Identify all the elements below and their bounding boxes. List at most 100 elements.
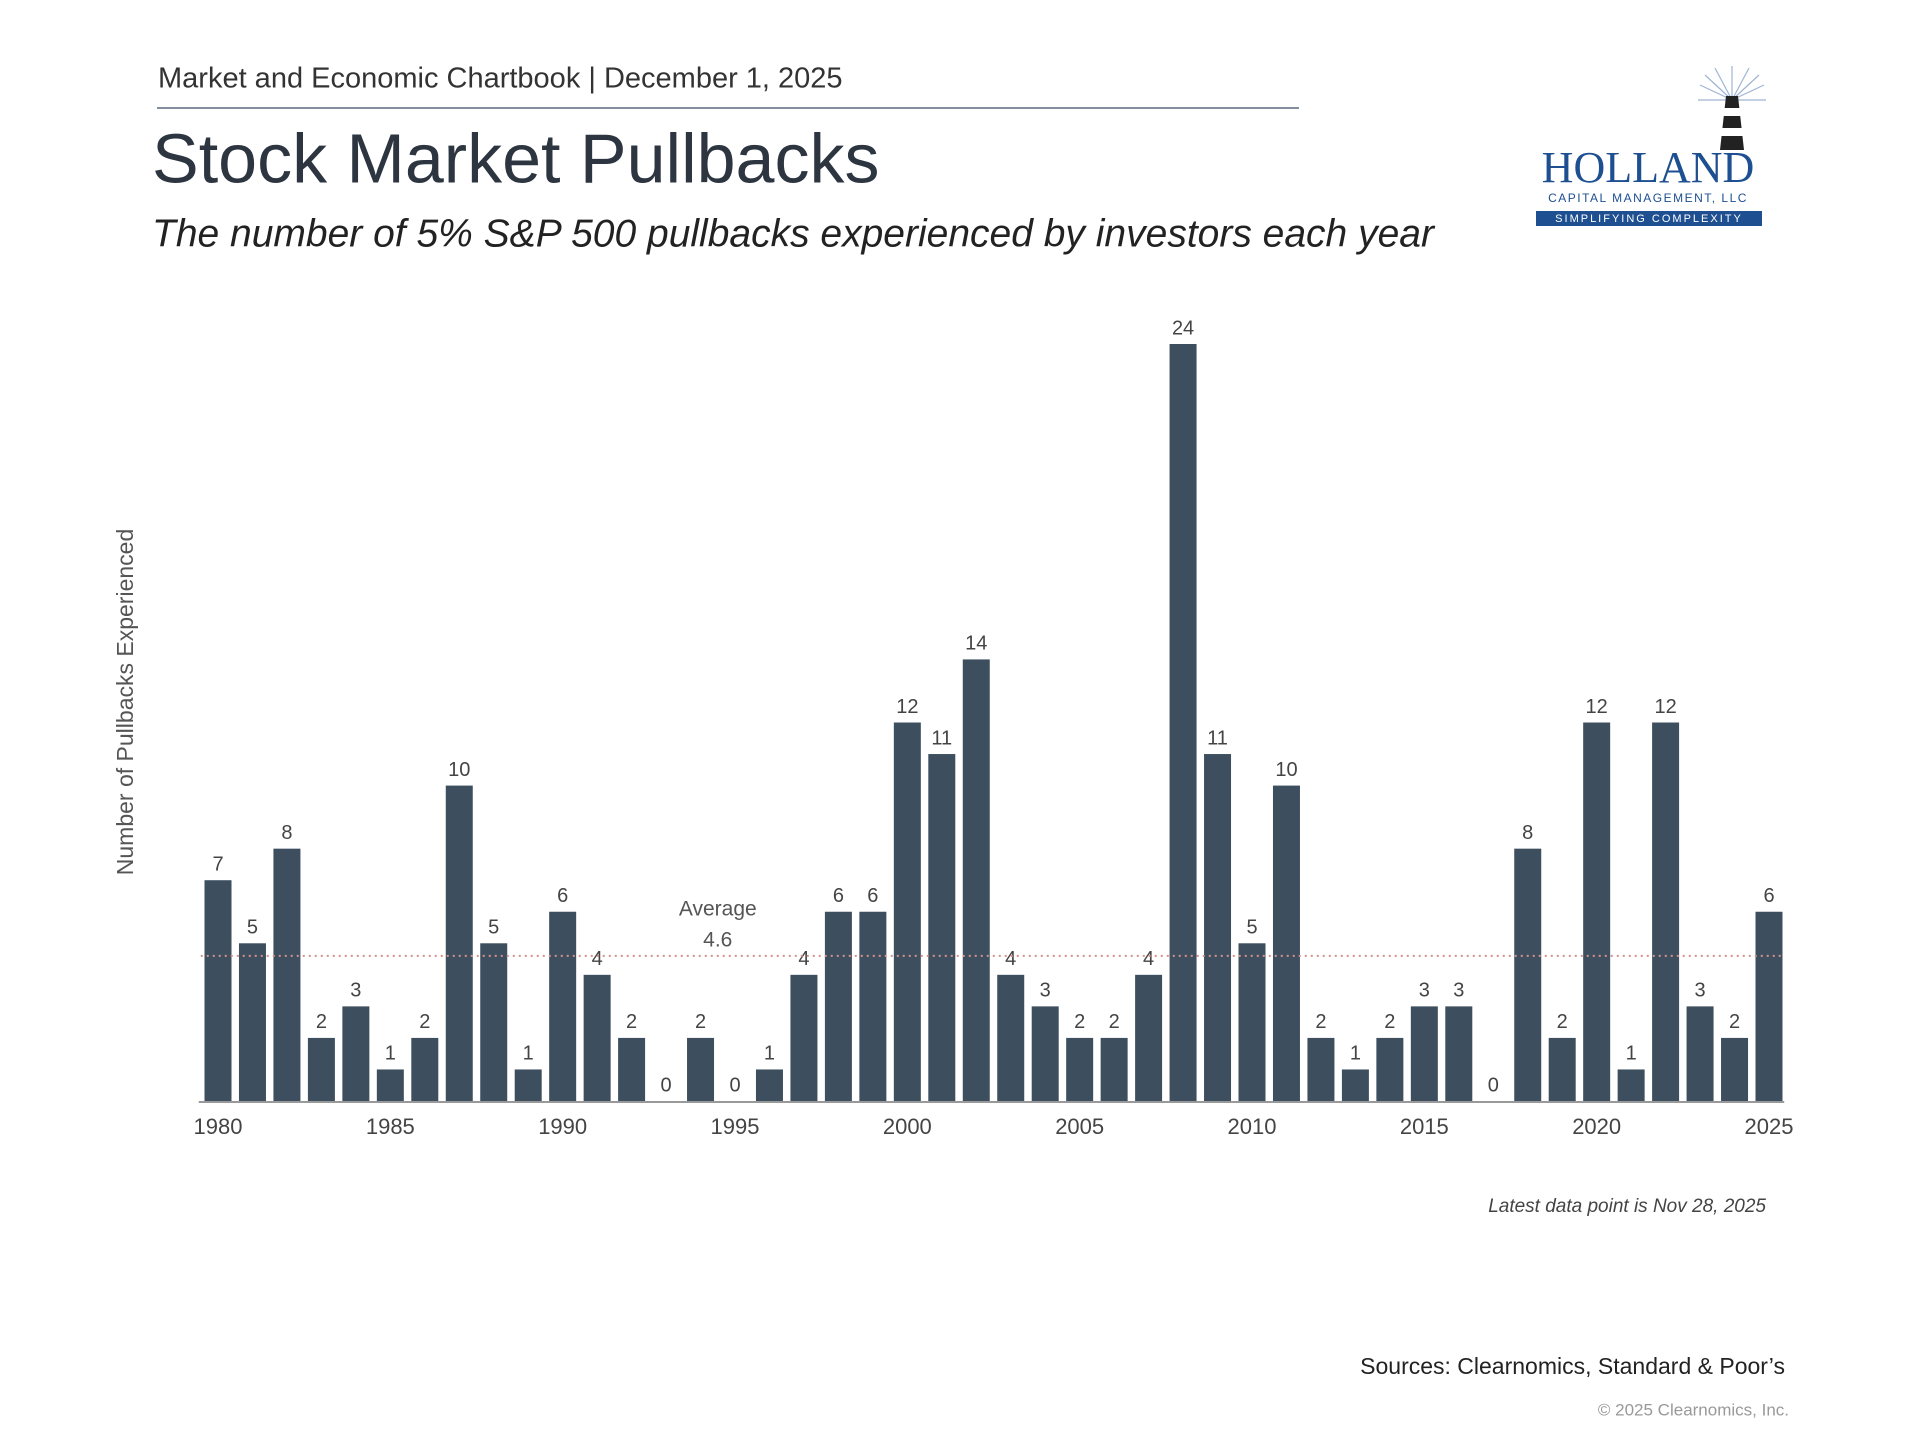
logo: HOLLAND CAPITAL MANAGEMENT, LLC SIMPLIFY… [1536, 66, 1766, 226]
bar [1721, 1037, 1749, 1101]
bar [1100, 1037, 1128, 1101]
value-label: 7 [212, 853, 223, 875]
value-label: 12 [1586, 696, 1608, 718]
bar [238, 943, 266, 1101]
bar [583, 974, 611, 1101]
value-label: 3 [1695, 980, 1706, 1002]
value-label: 12 [1654, 696, 1676, 718]
value-label: 8 [1522, 822, 1533, 844]
value-label: 2 [1074, 1011, 1085, 1033]
x-tick-label: 2000 [883, 1114, 932, 1139]
x-tick-label: 1985 [366, 1114, 415, 1139]
logo-name: HOLLAND [1542, 143, 1755, 192]
bar [1238, 943, 1266, 1101]
value-label: 6 [867, 885, 878, 907]
bar [1755, 911, 1783, 1101]
value-label: 2 [316, 1011, 327, 1033]
lighthouse [1720, 96, 1744, 150]
value-label: 3 [350, 980, 361, 1002]
bar [859, 911, 887, 1101]
value-label: 1 [1350, 1043, 1361, 1065]
value-label: 1 [385, 1043, 396, 1065]
value-label: 3 [1040, 980, 1051, 1002]
bar [1272, 785, 1300, 1101]
bar [273, 848, 301, 1101]
average-value: 4.6 [703, 928, 732, 951]
logo-line1: CAPITAL MANAGEMENT, LLC [1548, 191, 1748, 205]
bar [1548, 1037, 1576, 1101]
bar [1583, 722, 1611, 1101]
bar [411, 1037, 439, 1101]
x-tick-label: 1990 [538, 1114, 587, 1139]
bar [893, 722, 921, 1101]
bar [1445, 1006, 1473, 1101]
logo-line2: SIMPLIFYING COMPLEXITY [1555, 213, 1743, 225]
x-tick-label: 2005 [1055, 1114, 1104, 1139]
bar [514, 1069, 542, 1101]
x-tick-label: 2010 [1228, 1114, 1277, 1139]
y-axis-label: Number of Pullbacks Experienced [112, 529, 138, 875]
bar [1376, 1037, 1404, 1101]
bar [1169, 344, 1197, 1101]
bar [1341, 1069, 1369, 1101]
bar [1686, 1006, 1714, 1101]
value-label: 2 [1384, 1011, 1395, 1033]
bar [962, 659, 990, 1101]
value-label: 1 [523, 1043, 534, 1065]
logo-rays [1698, 66, 1766, 101]
bar [1066, 1037, 1094, 1101]
x-tick-label: 2025 [1745, 1114, 1794, 1139]
value-label: 0 [1488, 1074, 1499, 1096]
logo-band [1536, 211, 1762, 226]
bar [376, 1069, 404, 1101]
value-label: 10 [1275, 759, 1297, 781]
value-label: 4 [592, 948, 603, 970]
value-label: 8 [281, 822, 292, 844]
bar [1031, 1006, 1059, 1101]
value-label: 2 [1109, 1011, 1120, 1033]
value-label: 0 [729, 1074, 740, 1096]
value-label: 5 [1246, 917, 1257, 939]
bar [618, 1037, 646, 1101]
x-tick-label: 2020 [1572, 1114, 1621, 1139]
bar [1514, 848, 1542, 1101]
value-label: 6 [1763, 885, 1774, 907]
value-label: 14 [965, 633, 987, 655]
x-tick-label: 1995 [711, 1114, 760, 1139]
value-label: 4 [798, 948, 809, 970]
value-label: 5 [247, 917, 258, 939]
bar [1307, 1037, 1335, 1101]
copyright: © 2025 Clearnomics, Inc. [1598, 1400, 1789, 1419]
x-tick-label: 1980 [194, 1114, 243, 1139]
bar [687, 1037, 715, 1101]
value-label: 10 [448, 759, 470, 781]
chart-title: Stock Market Pullbacks [152, 119, 879, 197]
x-tick-label: 2015 [1400, 1114, 1449, 1139]
bar [1204, 754, 1232, 1101]
value-label: 1 [764, 1043, 775, 1065]
bar [480, 943, 508, 1101]
value-label: 4 [1143, 948, 1154, 970]
chart-subtitle: The number of 5% S&P 500 pullbacks exper… [152, 212, 1436, 255]
value-label: 4 [1005, 948, 1016, 970]
bar [549, 911, 577, 1101]
bar [928, 754, 956, 1101]
value-label: 1 [1626, 1043, 1637, 1065]
value-label: 2 [1315, 1011, 1326, 1033]
value-label: 3 [1419, 980, 1430, 1002]
value-label: 5 [488, 917, 499, 939]
value-label: 11 [931, 727, 952, 749]
value-label: 0 [661, 1074, 672, 1096]
bar [824, 911, 852, 1101]
kicker: Market and Economic Chartbook | December… [158, 63, 843, 95]
value-label: 2 [1557, 1011, 1568, 1033]
bar [445, 785, 473, 1101]
bar [1617, 1069, 1645, 1101]
value-label: 24 [1172, 317, 1194, 339]
bar [790, 974, 818, 1101]
bar [307, 1037, 335, 1101]
bar [1410, 1006, 1438, 1101]
value-label: 12 [896, 696, 918, 718]
